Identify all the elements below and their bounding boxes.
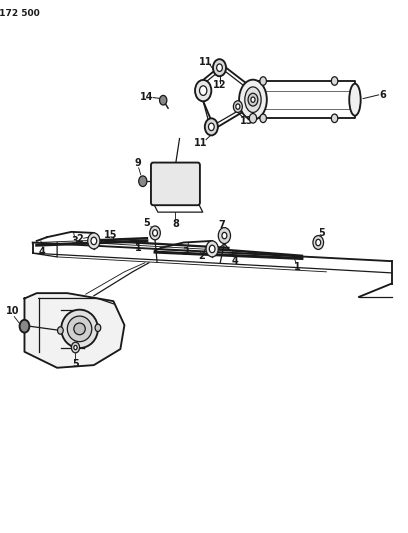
Ellipse shape <box>67 316 92 342</box>
Circle shape <box>205 118 218 135</box>
Text: 12: 12 <box>213 80 226 90</box>
Circle shape <box>206 241 218 257</box>
Circle shape <box>222 232 227 239</box>
Circle shape <box>91 237 97 245</box>
Text: 10: 10 <box>5 306 19 316</box>
Text: 15: 15 <box>104 230 118 239</box>
Circle shape <box>139 176 147 187</box>
Ellipse shape <box>74 323 85 335</box>
Text: 6: 6 <box>379 90 386 100</box>
Circle shape <box>249 114 257 123</box>
Text: 9: 9 <box>135 158 141 168</box>
Circle shape <box>208 123 214 131</box>
Text: 3: 3 <box>71 237 78 246</box>
Circle shape <box>153 230 157 236</box>
Circle shape <box>248 93 258 106</box>
Circle shape <box>200 86 207 95</box>
Ellipse shape <box>61 310 98 348</box>
Text: 11: 11 <box>199 57 213 67</box>
Circle shape <box>71 342 80 353</box>
Circle shape <box>20 320 29 333</box>
Circle shape <box>331 114 338 123</box>
Circle shape <box>58 327 63 334</box>
Text: 11: 11 <box>194 138 208 148</box>
Circle shape <box>260 114 266 123</box>
Text: 5: 5 <box>144 218 150 228</box>
Circle shape <box>316 239 321 246</box>
Circle shape <box>331 77 338 85</box>
Text: 5172 500: 5172 500 <box>0 9 40 18</box>
Text: 4: 4 <box>232 256 238 265</box>
Circle shape <box>236 104 240 109</box>
Text: 5: 5 <box>72 359 79 368</box>
Circle shape <box>95 324 101 332</box>
Text: 2: 2 <box>76 234 83 244</box>
Text: 4: 4 <box>38 247 45 256</box>
Text: 3: 3 <box>182 247 189 257</box>
Circle shape <box>233 101 242 112</box>
Text: 2: 2 <box>199 251 205 261</box>
Text: 1: 1 <box>135 243 142 253</box>
Circle shape <box>217 64 222 71</box>
Text: 13: 13 <box>240 116 254 126</box>
FancyBboxPatch shape <box>151 163 200 205</box>
Ellipse shape <box>245 87 261 112</box>
Ellipse shape <box>349 84 361 116</box>
Text: 7: 7 <box>218 221 225 230</box>
Text: 14: 14 <box>140 92 154 102</box>
Text: 1: 1 <box>294 262 300 271</box>
Circle shape <box>88 233 100 249</box>
Circle shape <box>160 95 167 105</box>
Ellipse shape <box>239 80 267 120</box>
Circle shape <box>209 245 215 253</box>
Text: 8: 8 <box>172 219 179 229</box>
Circle shape <box>213 59 226 76</box>
Circle shape <box>150 226 160 240</box>
Circle shape <box>251 97 255 102</box>
Circle shape <box>195 80 211 101</box>
Circle shape <box>74 345 77 350</box>
Circle shape <box>218 228 231 244</box>
Circle shape <box>313 236 324 249</box>
Text: 5: 5 <box>318 228 325 238</box>
Polygon shape <box>24 293 124 368</box>
Circle shape <box>260 77 266 85</box>
